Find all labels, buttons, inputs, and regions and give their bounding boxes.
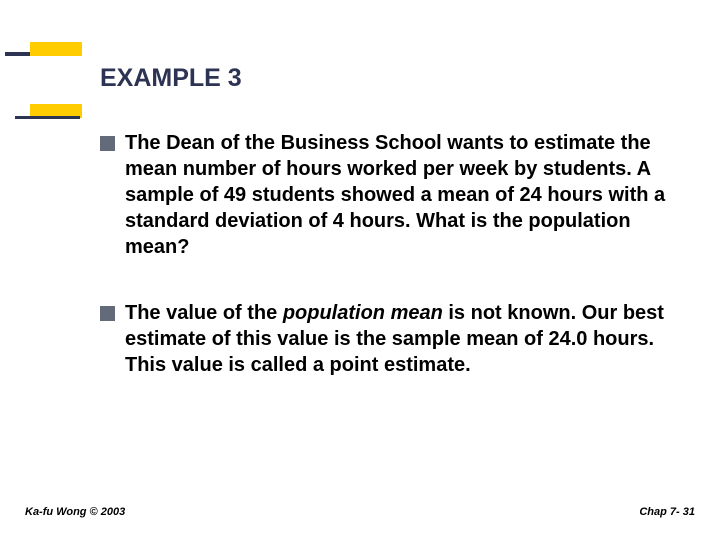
footer-copyright: Ka-fu Wong © 2003: [25, 506, 125, 518]
bullet-square-icon: [100, 136, 115, 151]
bullet-text-1: The Dean of the Business School wants to…: [125, 130, 680, 260]
bullet2-pre: The value of the: [125, 302, 283, 324]
bullet-square-icon: [100, 306, 115, 321]
title-accent-top: [30, 42, 82, 56]
title-accent-top-underline: [5, 52, 30, 56]
title-accent-bottom-underline: [15, 116, 80, 119]
list-item: The value of the population mean is not …: [100, 300, 680, 378]
bullet2-emphasis: population mean: [283, 302, 443, 324]
slide-title: EXAMPLE 3: [100, 64, 242, 93]
list-item: The Dean of the Business School wants to…: [100, 130, 680, 260]
bullet-text-2: The value of the population mean is not …: [125, 300, 680, 378]
slide-body: The Dean of the Business School wants to…: [100, 130, 680, 418]
footer-page-number: Chap 7- 31: [639, 506, 695, 518]
